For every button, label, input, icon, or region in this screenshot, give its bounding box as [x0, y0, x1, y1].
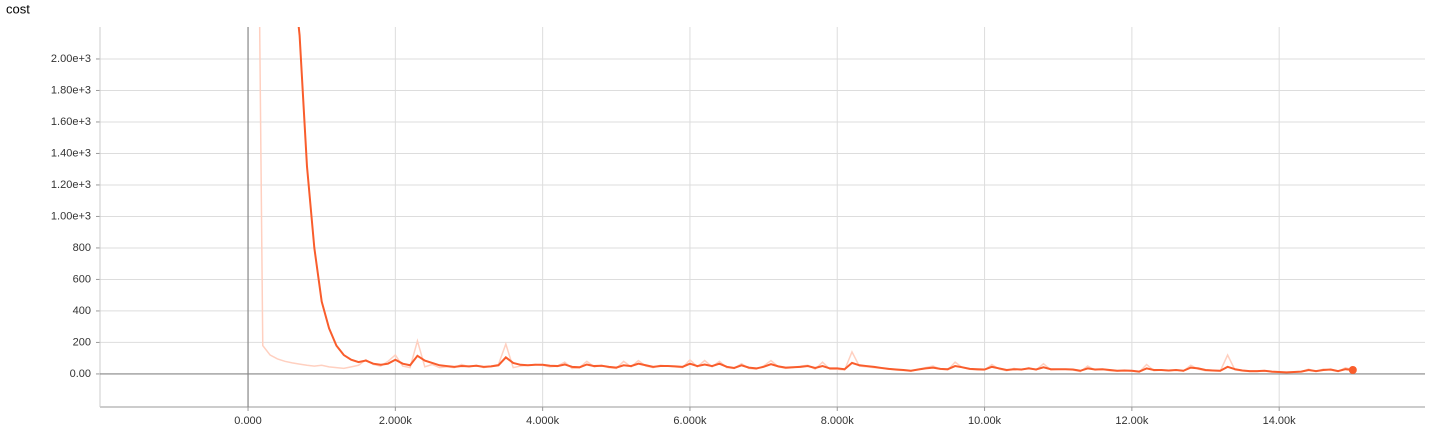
x-tick-label: 2.000k — [379, 415, 413, 427]
y-tick-label: 2.00e+3 — [51, 53, 91, 65]
series-line — [258, 27, 1354, 374]
x-tick-label: 14.00k — [1263, 415, 1297, 427]
y-tick-label: 1.00e+3 — [51, 210, 91, 222]
y-tick-label: 600 — [73, 273, 91, 285]
x-tick-label: 6.000k — [673, 415, 707, 427]
x-tick-label: 0.000 — [234, 415, 262, 427]
plot-area — [258, 27, 1357, 374]
x-tick-label: 8.000k — [821, 415, 855, 427]
end-point — [1348, 365, 1357, 374]
chart-title: cost — [6, 1, 30, 16]
series-line — [297, 27, 1353, 374]
y-tick-label: 1.80e+3 — [51, 84, 91, 96]
x-tick-label: 4.000k — [526, 415, 560, 427]
y-tick-label: 200 — [73, 336, 91, 348]
y-tick-label: 0.00 — [70, 368, 91, 380]
y-tick-label: 1.20e+3 — [51, 179, 91, 191]
y-tick-label: 1.40e+3 — [51, 147, 91, 159]
y-tick-label: 800 — [73, 242, 91, 254]
x-tick-label: 12.00k — [1115, 415, 1149, 427]
y-tick-label: 400 — [73, 305, 91, 317]
y-tick-label: 1.60e+3 — [51, 116, 91, 128]
grid — [96, 27, 1425, 411]
x-tick-label: 10.00k — [968, 415, 1002, 427]
